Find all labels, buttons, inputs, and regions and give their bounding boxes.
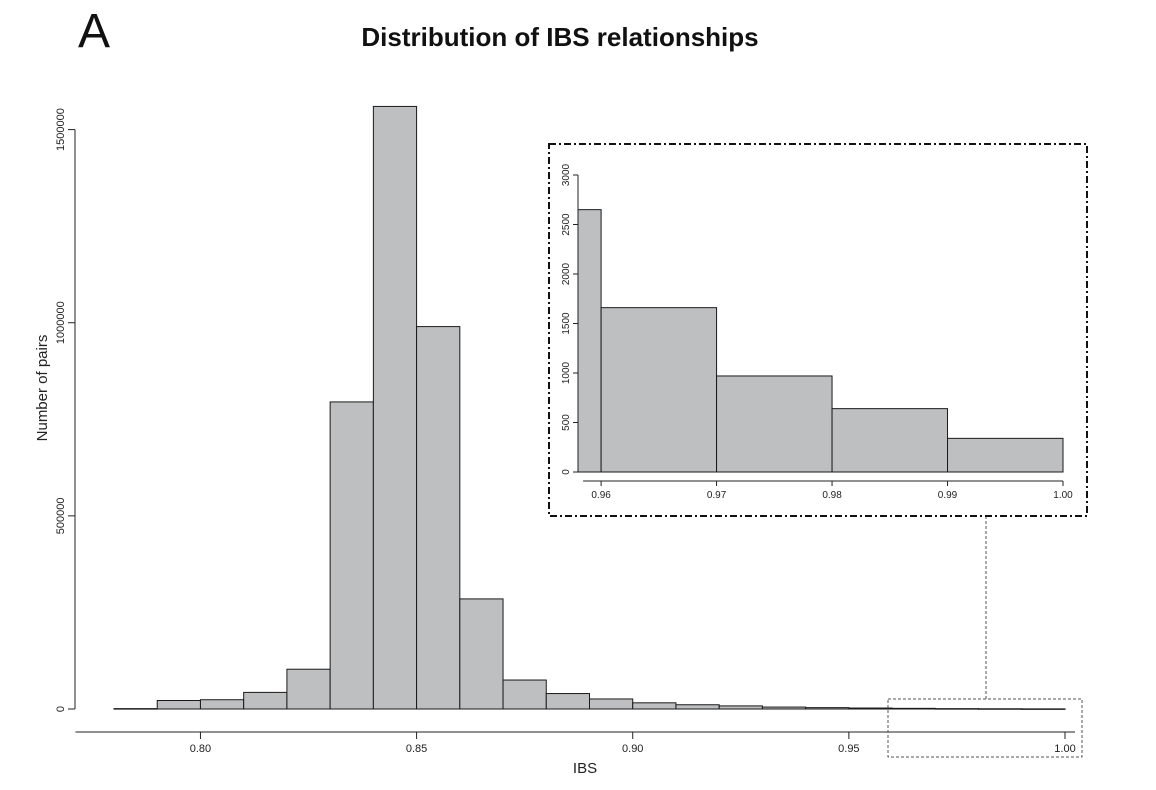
main-x-tick-label: 0.95 bbox=[838, 743, 859, 755]
inset-x-tick-label: 0.99 bbox=[938, 490, 958, 501]
main-y-tick-label: 0 bbox=[55, 706, 67, 712]
main-x-tick-label: 0.85 bbox=[406, 743, 427, 755]
main-bar bbox=[934, 708, 980, 710]
x-axis-label: IBS bbox=[573, 760, 597, 777]
inset-y-tick-label: 2000 bbox=[561, 262, 572, 285]
zoom-indicator bbox=[887, 516, 1083, 758]
main-bar bbox=[372, 105, 418, 710]
main-bar bbox=[978, 708, 1023, 710]
main-bar bbox=[805, 707, 850, 710]
main-bar bbox=[632, 702, 677, 710]
main-bar bbox=[156, 700, 201, 710]
main-y-tick-label: 1500000 bbox=[55, 108, 67, 151]
main-bar bbox=[243, 691, 288, 710]
inset-panel: 0.96 0.97 0.98 0.99 1.00 0 500 1000 1500 2000 2500… bbox=[548, 143, 1088, 517]
main-x-tick-label: 0.80 bbox=[190, 743, 211, 755]
main-bar bbox=[589, 698, 634, 710]
y-axis-label: Number of pairs bbox=[34, 335, 51, 442]
main-bar bbox=[545, 693, 590, 710]
main-bar bbox=[675, 704, 720, 710]
panel-label: A bbox=[78, 5, 110, 58]
main-y-tick-label: 500000 bbox=[55, 498, 67, 535]
chart-title: Distribution of IBS relationships bbox=[361, 22, 758, 52]
inset-bar bbox=[577, 209, 602, 473]
main-bar bbox=[113, 708, 158, 710]
inset-bar bbox=[716, 375, 833, 473]
main-bar bbox=[416, 326, 461, 710]
inset-x-tick-label: 0.98 bbox=[822, 490, 842, 501]
main-bar bbox=[459, 598, 504, 710]
main-bar bbox=[329, 401, 374, 710]
inset-bar bbox=[831, 408, 949, 473]
main-histogram: 0.80 0.85 0.90 0.95 1.0005000001000000150000… bbox=[55, 105, 1076, 755]
main-x-tick-label: 1.00 bbox=[1054, 743, 1075, 755]
main-x-tick-label: 0.90 bbox=[622, 743, 643, 755]
inset-x-tick-label: 0.96 bbox=[591, 490, 611, 501]
main-bar bbox=[286, 668, 331, 710]
main-bar bbox=[891, 707, 936, 710]
inset-y-tick-label: 1500 bbox=[561, 312, 572, 335]
inset-bar bbox=[947, 437, 1064, 473]
main-bar bbox=[761, 706, 807, 710]
main-bar bbox=[848, 707, 893, 710]
main-bar bbox=[1021, 708, 1066, 710]
inset-y-tick-label: 1000 bbox=[561, 361, 572, 384]
inset-x-tick-label: 1.00 bbox=[1053, 490, 1073, 501]
inset-y-tick-label: 3000 bbox=[561, 163, 572, 186]
inset-histogram: 0.96 0.97 0.98 0.99 1.00 0 500 1000 1500 2000 2500… bbox=[561, 163, 1073, 501]
inset-y-tick-label: 2500 bbox=[561, 213, 572, 236]
zoom-region-box bbox=[887, 698, 1083, 758]
main-y-tick-label: 1000000 bbox=[55, 301, 67, 344]
main-bar bbox=[502, 679, 547, 710]
inset-x-tick-label: 0.97 bbox=[707, 490, 727, 501]
main-bar bbox=[199, 699, 245, 710]
main-bar bbox=[718, 705, 763, 710]
inset-y-tick-label: 500 bbox=[561, 414, 572, 431]
inset-y-tick-label: 0 bbox=[561, 469, 572, 475]
inset-bar bbox=[600, 307, 718, 473]
